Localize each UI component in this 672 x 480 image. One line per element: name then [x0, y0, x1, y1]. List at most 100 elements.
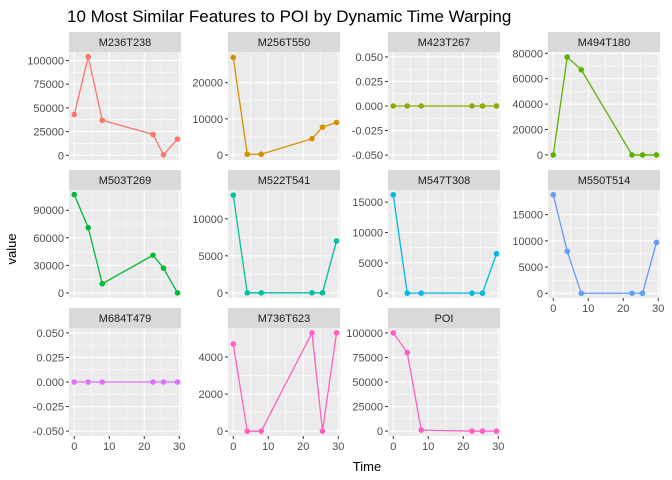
- y-tick-label: 100000: [27, 56, 64, 68]
- facet-strip: [69, 308, 181, 328]
- y-tick-label: -0.050: [352, 150, 383, 162]
- facet-strip: [548, 170, 660, 190]
- facet-panel: M503T269 0 30000 60000 90000: [33, 170, 181, 300]
- y-tick-label: 10000: [192, 114, 223, 126]
- data-point: [99, 117, 106, 124]
- facet-panel: M550T514 0 5000 10000 15000 0 10 20 30: [512, 170, 664, 315]
- y-tick-label: 0: [217, 288, 223, 300]
- facet-strip: [228, 308, 340, 328]
- y-tick-label: 4000: [199, 352, 223, 364]
- x-tick-label: 20: [617, 303, 629, 315]
- y-tick-label: 50000: [352, 377, 383, 389]
- x-tick-label: 10: [422, 441, 434, 453]
- y-tick-label: 15000: [352, 197, 383, 209]
- data-point: [390, 330, 397, 336]
- data-point: [71, 379, 78, 385]
- data-point: [333, 238, 340, 244]
- y-tick-label: 15000: [512, 210, 543, 222]
- data-point: [319, 290, 326, 296]
- data-point: [418, 103, 425, 109]
- data-point: [493, 250, 500, 257]
- facet-strip: [388, 32, 500, 52]
- data-point: [71, 111, 78, 118]
- data-point: [404, 349, 411, 356]
- plot-background: [548, 52, 660, 160]
- facet-strip-label: M494T180: [578, 37, 631, 49]
- facet-strip-label: POI: [435, 313, 454, 325]
- data-point: [258, 290, 265, 296]
- data-point: [418, 290, 425, 296]
- data-point: [85, 53, 92, 60]
- x-tick-label: 10: [103, 441, 115, 453]
- y-tick-label: 5000: [359, 258, 383, 270]
- plot-background: [388, 190, 500, 298]
- series-line: [232, 330, 338, 432]
- facet-panel: POI 0 25000 50000 75000 100000 0 10 20 30: [346, 308, 504, 453]
- y-tick-label: 75000: [33, 79, 64, 91]
- data-point: [493, 428, 500, 434]
- y-tick-label: 60000: [512, 74, 543, 86]
- y-tick-label: 0: [217, 426, 223, 438]
- data-point: [493, 103, 500, 109]
- series-line: [392, 194, 498, 294]
- facet-panel: M547T308 0 5000 10000 15000: [352, 170, 500, 300]
- y-tick-label: 20000: [512, 125, 543, 137]
- data-point: [258, 428, 265, 434]
- y-tick-label: -0.025: [33, 402, 64, 414]
- data-point: [85, 224, 92, 231]
- facet-strip: [228, 170, 340, 190]
- data-point: [309, 290, 315, 296]
- y-tick-label: 60000: [33, 233, 64, 245]
- data-point: [160, 379, 167, 385]
- y-tick-label: 100000: [346, 328, 383, 340]
- data-point: [150, 131, 156, 138]
- data-point: [390, 192, 397, 198]
- data-point: [71, 191, 78, 198]
- chart-title: 10 Most Similar Features to POI by Dynam…: [67, 7, 511, 26]
- data-point: [99, 280, 106, 287]
- data-point: [230, 341, 237, 347]
- facet-panel: M236T238 0 25000 50000 75000 100000: [27, 32, 181, 162]
- facet-strip-label: M684T479: [99, 313, 152, 325]
- data-point: [244, 151, 251, 158]
- data-point: [479, 103, 486, 109]
- x-tick-label: 10: [262, 441, 274, 453]
- y-tick-label: 0: [217, 150, 223, 162]
- x-tick-label: 20: [457, 441, 469, 453]
- data-point: [479, 290, 486, 296]
- y-tick-label: -0.025: [352, 126, 383, 138]
- y-tick-label: 80000: [512, 48, 543, 60]
- data-point: [230, 54, 237, 61]
- data-point: [174, 136, 181, 142]
- y-tick-label: 5000: [519, 262, 543, 274]
- data-point: [564, 54, 571, 60]
- facet-panel: M423T267 -0.050 -0.025 0.000 0.025 0.050: [352, 32, 500, 162]
- facet-panel: M684T479 -0.050 -0.025 0.000 0.025 0.050 0 10 20…: [33, 308, 185, 453]
- facet-strip: [388, 170, 500, 190]
- y-tick-label: 40000: [512, 99, 543, 111]
- series-line: [232, 195, 338, 294]
- data-point: [564, 248, 571, 255]
- x-tick-label: 0: [230, 441, 236, 453]
- y-tick-label: 50000: [33, 103, 64, 115]
- data-point: [230, 192, 237, 198]
- facet-panels: M236T2380250005000075000100000M256T55001…: [27, 32, 664, 453]
- x-tick-label: 30: [652, 303, 664, 315]
- y-tick-label: 10000: [192, 214, 223, 226]
- y-tick-label: 0: [537, 288, 543, 300]
- data-point: [418, 427, 425, 433]
- x-tick-label: 0: [550, 303, 556, 315]
- y-tick-label: 0.025: [36, 352, 64, 364]
- facet-strip: [228, 32, 340, 52]
- facet-strip-label: M522T541: [258, 175, 311, 187]
- facet-panel: M522T541 0 5000 10000: [192, 170, 340, 300]
- facet-strip: [548, 32, 660, 52]
- y-tick-label: 5000: [199, 251, 223, 263]
- y-tick-label: 0.050: [36, 328, 64, 340]
- series-line: [552, 194, 658, 294]
- facet-strip: [388, 308, 500, 328]
- x-tick-label: 20: [297, 441, 309, 453]
- facet-strip-label: M256T550: [258, 37, 311, 49]
- data-point: [333, 330, 340, 336]
- data-point: [404, 103, 411, 109]
